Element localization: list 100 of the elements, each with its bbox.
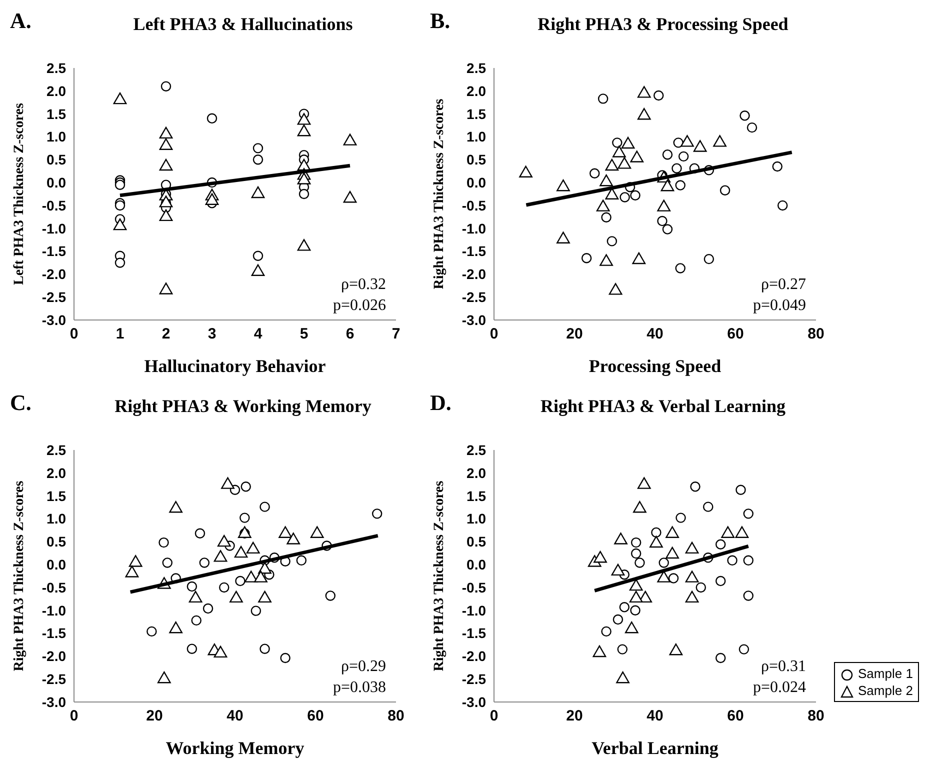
x-axis-title: Processing Speed [588,356,722,376]
y-tick-label: 1.0 [466,128,486,145]
annotation: p=0.024 [752,679,806,696]
point [343,190,357,203]
x-tick-label: 20 [566,326,583,343]
x-tick-label: 40 [226,708,244,725]
point [205,193,219,205]
y-tick-label: -3.0 [42,312,66,328]
point [250,606,262,616]
point [630,150,644,162]
y-tick-label: 2.5 [46,60,66,76]
y-tick-label: 0.0 [46,174,66,191]
y-tick-label: 1.5 [466,488,486,504]
point [159,209,173,222]
legend-label: Sample 1 [858,666,913,681]
point [693,140,707,152]
x-tick-label: 0 [70,326,78,343]
y-tick-label: -3.0 [462,694,486,710]
point [666,546,679,559]
x-tick-label: 80 [808,326,824,343]
point [743,590,754,601]
x-tick-label: 60 [727,326,744,343]
y-tick-label: 0.5 [466,534,486,550]
point [633,501,646,513]
point [278,526,292,538]
legend-label: Sample 2 [858,683,913,698]
x-tick-label: 60 [307,708,324,725]
y-tick-label: 1.5 [46,488,66,504]
y-tick-label: -0.5 [462,197,486,214]
point [629,578,643,591]
point [113,218,127,230]
chart-title: Left PHA3 & Hallucinations [132,14,354,34]
point [685,590,699,603]
point [298,188,310,200]
y-tick-label: 2.5 [466,442,486,458]
point [657,570,671,582]
point [630,605,640,616]
x-tick-label: 2 [162,326,170,343]
point [617,644,628,654]
point [616,671,630,684]
point [230,590,243,603]
point [619,602,630,612]
point [194,528,206,538]
point [612,138,622,148]
point [372,508,382,519]
annotation: ρ=0.32 [340,276,386,293]
y-tick-label: 2.0 [46,464,66,481]
point [251,264,265,276]
annotation: p=0.026 [332,297,386,314]
point [696,582,706,593]
point [637,86,651,98]
x-tick-label: 20 [146,708,163,725]
point [260,502,270,512]
point [202,603,214,614]
point [675,263,686,274]
point [605,158,619,171]
y-tick-label: -2.0 [462,648,486,664]
y-tick-label: -1.5 [462,243,486,260]
y-tick-label: -3.0 [462,312,486,328]
annotation: p=0.038 [332,679,386,696]
point [637,477,651,489]
point [214,550,228,562]
point [672,163,682,174]
point [556,180,570,192]
point [601,212,612,222]
point [310,526,324,538]
point [186,581,198,592]
y-tick-label: -2.5 [462,671,486,688]
point [606,236,618,246]
point [128,555,142,567]
point [254,570,268,582]
point [159,282,173,294]
y-axis-title: Right PHA3 Thickness Z-scores [12,480,27,672]
y-tick-label: -1.0 [462,220,486,236]
point [600,254,613,266]
y-tick-label: 2.5 [46,442,66,458]
point [157,671,171,684]
point [703,502,714,512]
point [736,484,746,495]
y-axis-title: Left PHA3 Thickness Z-scores [12,102,27,285]
point [660,180,674,192]
point [199,558,210,568]
point [740,110,750,121]
x-tick-label: 4 [254,326,263,343]
x-tick-label: 80 [808,708,824,725]
text: A. [10,8,32,34]
point [673,138,684,148]
y-tick-label: -2.0 [42,266,66,282]
point [590,168,600,178]
point [772,161,782,172]
x-tick-label: 0 [490,708,498,725]
point [297,124,311,136]
x-tick-label: 60 [727,708,744,725]
point [669,644,683,656]
x-axis-title: Verbal Learning [592,738,718,758]
x-tick-label: 20 [566,708,583,725]
y-tick-label: -2.0 [462,266,486,282]
point [678,151,689,162]
point [690,482,700,492]
annotation: ρ=0.27 [760,276,806,293]
